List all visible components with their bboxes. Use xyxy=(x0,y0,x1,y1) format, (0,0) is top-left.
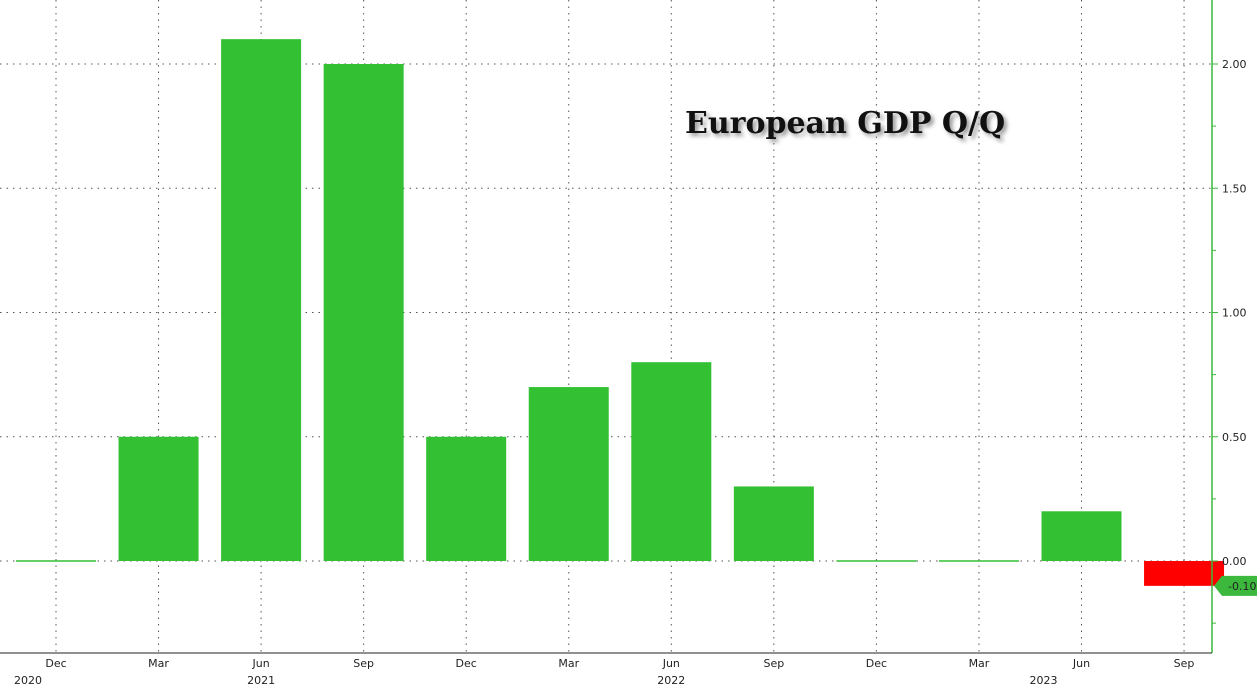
x-tick-label: Mar xyxy=(558,657,579,670)
bar xyxy=(1144,561,1225,586)
x-tick-label: Sep xyxy=(353,657,374,670)
y-tick-label: 0.50 xyxy=(1222,431,1247,444)
x-tick-label: Jun xyxy=(662,657,680,670)
y-tick-label: 0.00 xyxy=(1222,555,1247,568)
x-year-label: 2021 xyxy=(247,674,275,686)
bar xyxy=(1041,511,1122,561)
x-tick-label: Sep xyxy=(763,657,784,670)
bar xyxy=(221,39,302,561)
x-year-label: 2022 xyxy=(657,674,685,686)
x-tick-label: Dec xyxy=(45,657,66,670)
x-tick-label: Jun xyxy=(1072,657,1090,670)
bar xyxy=(118,436,199,561)
bar xyxy=(323,64,404,561)
x-tick-label: Dec xyxy=(456,657,477,670)
y-tick-label: 2.00 xyxy=(1222,58,1247,71)
x-tick-label: Jun xyxy=(252,657,270,670)
bar xyxy=(733,486,814,561)
x-year-label: 2020 xyxy=(14,674,42,686)
x-tick-label: Dec xyxy=(866,657,887,670)
y-tick-label: 1.00 xyxy=(1222,307,1247,320)
last-value-badge xyxy=(1214,575,1257,596)
x-tick-label: Mar xyxy=(969,657,990,670)
bar xyxy=(426,436,507,561)
x-tick-label: Sep xyxy=(1174,657,1195,670)
y-tick-label: 1.50 xyxy=(1222,182,1247,195)
bars xyxy=(16,39,1225,586)
x-year-label: 2023 xyxy=(1030,674,1058,686)
bar xyxy=(631,362,712,561)
bar xyxy=(528,387,609,561)
x-tick-label: Mar xyxy=(148,657,169,670)
chart-title: European GDP Q/Q xyxy=(685,106,1005,141)
last-value-label: -0.10 xyxy=(1228,580,1256,593)
